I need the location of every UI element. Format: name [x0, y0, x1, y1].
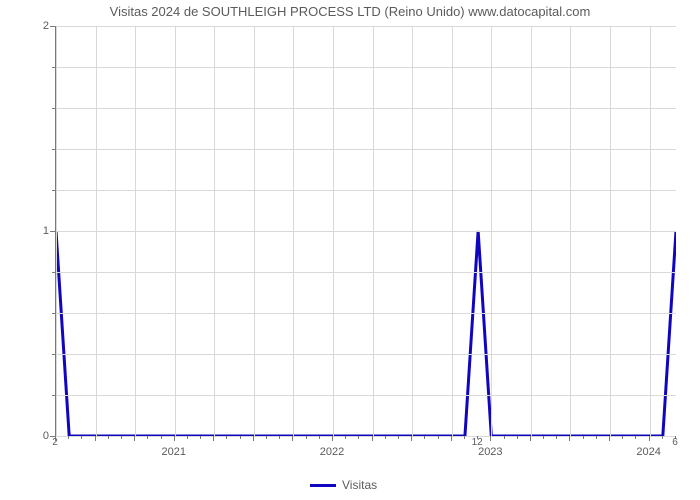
- y-tick-minor-mark: [52, 354, 55, 355]
- x-tick-minor-mark: [161, 436, 162, 439]
- chart-title: Visitas 2024 de SOUTHLEIGH PROCESS LTD (…: [0, 4, 700, 19]
- grid-horizontal-minor: [56, 313, 676, 314]
- x-tick-minor-mark: [596, 436, 597, 439]
- y-tick-label: 1: [43, 225, 49, 237]
- x-tick-minor-mark: [266, 436, 267, 439]
- x-tick-minor-mark: [345, 436, 346, 439]
- x-tick-mark: [332, 436, 333, 441]
- y-tick-minor-mark: [52, 395, 55, 396]
- x-tick-minor-mark: [543, 436, 544, 439]
- x-tick-mark: [134, 436, 135, 441]
- x-tick-mark: [490, 436, 491, 441]
- grid-horizontal-minor: [56, 395, 676, 396]
- x-inline-label: 12: [472, 437, 483, 448]
- x-inline-label: 6: [672, 437, 678, 448]
- x-tick-mark: [569, 436, 570, 441]
- y-tick-label: 2: [43, 20, 49, 32]
- x-inline-label: 2: [52, 437, 58, 448]
- x-tick-minor-mark: [438, 436, 439, 439]
- x-tick-mark: [451, 436, 452, 441]
- legend-swatch: [310, 484, 336, 487]
- x-tick-minor-mark: [358, 436, 359, 439]
- x-tick-minor-mark: [635, 436, 636, 439]
- x-tick-minor-mark: [306, 436, 307, 439]
- x-tick-mark: [530, 436, 531, 441]
- legend-label: Visitas: [342, 478, 377, 492]
- x-axis-ticks: 2021202220232024: [55, 436, 675, 476]
- grid-horizontal-minor: [56, 67, 676, 68]
- x-tick-mark: [253, 436, 254, 441]
- x-tick-minor-mark: [200, 436, 201, 439]
- grid-horizontal-minor: [56, 108, 676, 109]
- plot-area: [55, 26, 676, 437]
- y-tick-label: 0: [43, 430, 49, 442]
- grid-horizontal-minor: [56, 149, 676, 150]
- x-tick-minor-mark: [583, 436, 584, 439]
- grid-horizontal-minor: [56, 272, 676, 273]
- x-tick-minor-mark: [517, 436, 518, 439]
- y-tick-minor-mark: [52, 190, 55, 191]
- x-tick-mark: [174, 436, 175, 441]
- x-tick-mark: [95, 436, 96, 441]
- y-tick-minor-mark: [52, 272, 55, 273]
- y-axis-ticks: 012: [0, 26, 55, 436]
- y-tick-minor-mark: [52, 67, 55, 68]
- x-tick-minor-mark: [81, 436, 82, 439]
- x-tick-minor-mark: [464, 436, 465, 439]
- x-tick-label: 2024: [636, 446, 660, 458]
- x-tick-minor-mark: [662, 436, 663, 439]
- legend: Visitas: [310, 478, 377, 492]
- x-tick-minor-mark: [187, 436, 188, 439]
- y-tick-minor-mark: [52, 108, 55, 109]
- x-tick-minor-mark: [398, 436, 399, 439]
- x-tick-mark: [411, 436, 412, 441]
- x-tick-label: 2021: [161, 446, 185, 458]
- x-tick-label: 2022: [320, 446, 344, 458]
- x-tick-minor-mark: [504, 436, 505, 439]
- x-tick-minor-mark: [226, 436, 227, 439]
- x-tick-minor-mark: [108, 436, 109, 439]
- x-tick-mark: [609, 436, 610, 441]
- x-tick-minor-mark: [147, 436, 148, 439]
- x-tick-minor-mark: [68, 436, 69, 439]
- x-tick-minor-mark: [424, 436, 425, 439]
- grid-horizontal-minor: [56, 354, 676, 355]
- y-tick-minor-mark: [52, 313, 55, 314]
- x-tick-mark: [292, 436, 293, 441]
- x-tick-mark: [372, 436, 373, 441]
- x-tick-minor-mark: [622, 436, 623, 439]
- grid-horizontal: [56, 231, 676, 232]
- x-tick-minor-mark: [385, 436, 386, 439]
- y-tick-minor-mark: [52, 149, 55, 150]
- x-tick-mark: [213, 436, 214, 441]
- y-tick-mark: [50, 26, 55, 27]
- grid-horizontal: [56, 26, 676, 27]
- x-tick-minor-mark: [121, 436, 122, 439]
- y-tick-mark: [50, 231, 55, 232]
- chart-container: Visitas 2024 de SOUTHLEIGH PROCESS LTD (…: [0, 0, 700, 500]
- grid-horizontal-minor: [56, 190, 676, 191]
- x-tick-minor-mark: [240, 436, 241, 439]
- x-tick-mark: [649, 436, 650, 441]
- x-tick-minor-mark: [319, 436, 320, 439]
- x-tick-minor-mark: [556, 436, 557, 439]
- x-tick-minor-mark: [279, 436, 280, 439]
